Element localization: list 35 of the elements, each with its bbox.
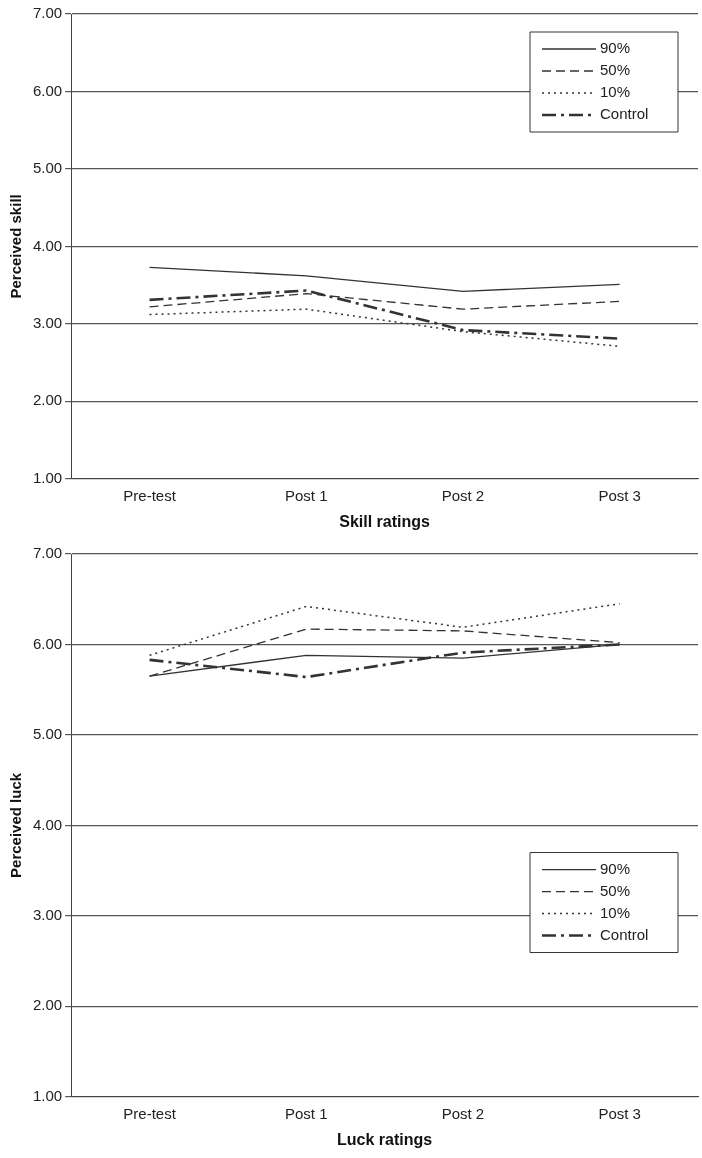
x-axis-title: Skill ratings xyxy=(339,512,431,530)
y-tick-label: 3.00 xyxy=(32,906,63,924)
legend-label: 10% xyxy=(600,83,631,101)
y-tick-label: 6.00 xyxy=(32,81,63,99)
y-tick-label: 2.00 xyxy=(32,391,63,409)
line-series xyxy=(148,603,621,657)
x-tick-label: Post 1 xyxy=(284,486,328,504)
y-tick-label: 4.00 xyxy=(32,815,63,833)
y-tick-label: 6.00 xyxy=(32,634,63,652)
legend-label: 50% xyxy=(600,881,631,899)
x-tick-label: Post 2 xyxy=(441,1104,485,1122)
legend-label: Control xyxy=(600,925,649,943)
y-axis-title: Perceived luck xyxy=(7,772,25,878)
x-tick-label: Pre-test xyxy=(123,486,177,504)
x-tick-label: Post 3 xyxy=(598,486,641,504)
x-axis-title: Luck ratings xyxy=(337,1130,433,1148)
y-tick-label: 1.00 xyxy=(32,1086,63,1104)
y-axis-title: Perceived skill xyxy=(7,194,25,299)
y-tick-label: 7.00 xyxy=(32,544,63,562)
y-tick-label: 3.00 xyxy=(32,314,63,332)
y-tick-label: 4.00 xyxy=(32,236,63,254)
x-tick-label: Post 3 xyxy=(598,1104,641,1122)
legend-label: Control xyxy=(600,105,649,123)
y-tick-label: 5.00 xyxy=(32,159,63,177)
legend-label: 50% xyxy=(600,61,631,79)
y-tick-label: 7.00 xyxy=(32,4,63,22)
legend-label: 10% xyxy=(600,903,631,921)
y-tick-label: 2.00 xyxy=(32,996,63,1014)
x-tick-label: Post 1 xyxy=(284,1104,328,1122)
legend-label: 90% xyxy=(600,859,631,877)
legend-label: 90% xyxy=(600,39,631,57)
y-tick-label: 1.00 xyxy=(32,468,63,486)
y-tick-label: 5.00 xyxy=(32,725,63,743)
x-tick-label: Pre-test xyxy=(123,1104,177,1122)
x-tick-label: Post 2 xyxy=(441,486,485,504)
